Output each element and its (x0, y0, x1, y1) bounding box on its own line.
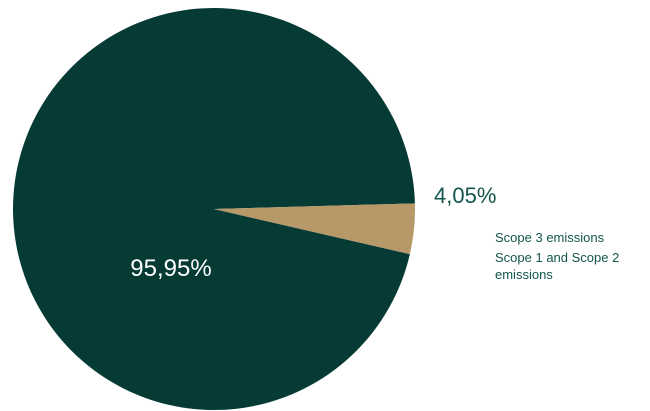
legend-item-scope-1-2: Scope 1 and Scope 2 emissions (495, 250, 623, 282)
legend: Scope 3 emissions Scope 1 and Scope 2 em… (495, 230, 623, 282)
pie-slices (12, 8, 415, 411)
legend-item-scope-3: Scope 3 emissions (495, 230, 605, 245)
slice-label-scope-1-2: 4,05% (434, 183, 496, 208)
pie-slice-scope-3 (12, 8, 415, 411)
slice-label-scope-3: 95,95% (130, 255, 211, 282)
pie-slice-scope-1-2 (214, 203, 415, 255)
